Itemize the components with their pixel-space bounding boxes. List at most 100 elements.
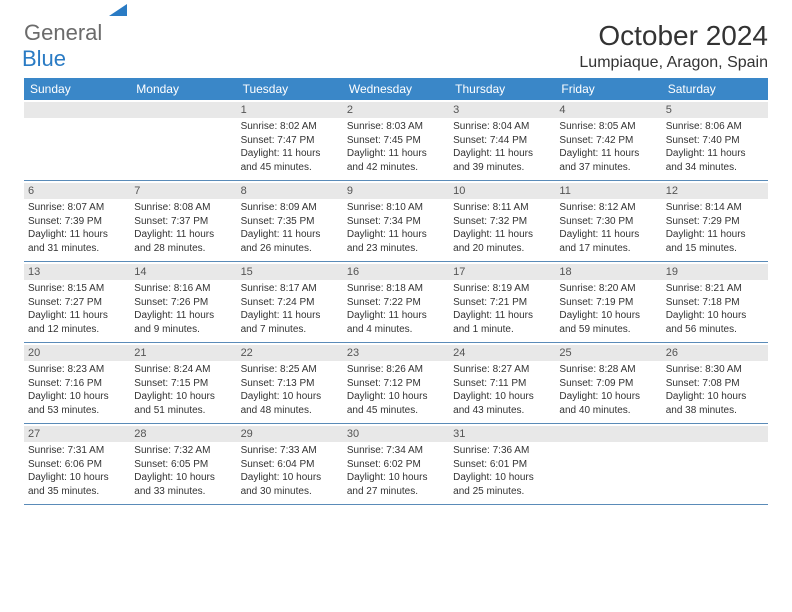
- day-header-monday: Monday: [130, 78, 236, 100]
- day-number: 17: [449, 264, 555, 280]
- day-number: 18: [555, 264, 661, 280]
- day-info: Sunrise: 8:27 AMSunset: 7:11 PMDaylight:…: [453, 363, 551, 417]
- day-info: Sunrise: 8:25 AMSunset: 7:13 PMDaylight:…: [241, 363, 339, 417]
- day-number: 1: [237, 102, 343, 118]
- day-cell: 6 Sunrise: 8:07 AMSunset: 7:39 PMDaylight…: [24, 181, 130, 261]
- sunset-line: Sunset: 7:44 PM: [453, 135, 527, 146]
- sunset-line: Sunset: 7:18 PM: [666, 297, 740, 308]
- calendar: Sunday Monday Tuesday Wednesday Thursday…: [24, 78, 768, 505]
- daylight-line: Daylight: 10 hours and 33 minutes.: [134, 472, 215, 497]
- day-info: Sunrise: 8:07 AMSunset: 7:39 PMDaylight:…: [28, 201, 126, 255]
- daylight-line: Daylight: 11 hours and 7 minutes.: [241, 310, 321, 335]
- day-cell: 30Sunrise: 7:34 AMSunset: 6:02 PMDayligh…: [343, 424, 449, 504]
- sunset-line: Sunset: 6:01 PM: [453, 459, 527, 470]
- day-number: 7: [130, 183, 236, 199]
- sunset-line: Sunset: 7:32 PM: [453, 216, 527, 227]
- day-info: Sunrise: 8:03 AMSunset: 7:45 PMDaylight:…: [347, 120, 445, 174]
- sunrise-line: Sunrise: 8:02 AM: [241, 121, 317, 132]
- daylight-line: Daylight: 11 hours and 15 minutes.: [666, 229, 746, 254]
- day-info: Sunrise: 8:08 AMSunset: 7:37 PMDaylight:…: [134, 201, 232, 255]
- day-info: Sunrise: 7:34 AMSunset: 6:02 PMDaylight:…: [347, 444, 445, 498]
- day-number: 14: [130, 264, 236, 280]
- sunrise-line: Sunrise: 8:04 AM: [453, 121, 529, 132]
- day-cell: 26Sunrise: 8:30 AMSunset: 7:08 PMDayligh…: [662, 343, 768, 423]
- sunset-line: Sunset: 7:27 PM: [28, 297, 102, 308]
- day-info: Sunrise: 8:19 AMSunset: 7:21 PMDaylight:…: [453, 282, 551, 336]
- sunset-line: Sunset: 7:24 PM: [241, 297, 315, 308]
- sunset-line: Sunset: 7:45 PM: [347, 135, 421, 146]
- sunrise-line: Sunrise: 8:11 AM: [453, 202, 528, 213]
- day-info: Sunrise: 8:23 AMSunset: 7:16 PMDaylight:…: [28, 363, 126, 417]
- day-info: Sunrise: 8:06 AMSunset: 7:40 PMDaylight:…: [666, 120, 764, 174]
- sunset-line: Sunset: 7:37 PM: [134, 216, 208, 227]
- day-number: 25: [555, 345, 661, 361]
- day-header-wednesday: Wednesday: [343, 78, 449, 100]
- sunset-line: Sunset: 6:02 PM: [347, 459, 421, 470]
- daylight-line: Daylight: 11 hours and 37 minutes.: [559, 148, 639, 173]
- week-row: 1Sunrise: 8:02 AMSunset: 7:47 PMDaylight…: [24, 100, 768, 181]
- sunrise-line: Sunrise: 8:03 AM: [347, 121, 423, 132]
- day-info: Sunrise: 7:31 AMSunset: 6:06 PMDaylight:…: [28, 444, 126, 498]
- sunrise-line: Sunrise: 8:19 AM: [453, 283, 529, 294]
- day-cell: 10 Sunrise: 8:11 AM Sunset: 7:32 PM Dayligh…: [449, 181, 555, 261]
- daylight-line: Daylight: 10 hours and 45 minutes.: [347, 391, 428, 416]
- month-title: October 2024: [579, 20, 768, 52]
- day-number: 24: [449, 345, 555, 361]
- week-row: 27 Sunrise: 7:31 AMSunset: 6:06 PMDayligh…: [24, 424, 768, 505]
- sunrise-line: Sunrise: 8:09 AM: [241, 202, 317, 213]
- day-cell: 9Sunrise: 8:10 AMSunset: 7:34 PMDaylight…: [343, 181, 449, 261]
- day-cell: 2Sunrise: 8:03 AMSunset: 7:45 PMDaylight…: [343, 100, 449, 180]
- day-number: 23: [343, 345, 449, 361]
- sunrise-line: Sunrise: 8:17 AM: [241, 283, 317, 294]
- sunset-line: Sunset: 7:19 PM: [559, 297, 633, 308]
- sunset-line: Sunset: 7:42 PM: [559, 135, 633, 146]
- sunset-line: Sunset: 6:05 PM: [134, 459, 208, 470]
- day-cell: 17 Sunrise: 8:19 AMSunset: 7:21 PMDayligh…: [449, 262, 555, 342]
- day-info: Sunrise: 8:24 AMSunset: 7:15 PMDaylight:…: [134, 363, 232, 417]
- day-number: 16: [343, 264, 449, 280]
- day-cell: 8Sunrise: 8:09 AMSunset: 7:35 PMDaylight…: [237, 181, 343, 261]
- day-cell: 7 Sunrise: 8:08 AMSunset: 7:37 PMDaylight…: [130, 181, 236, 261]
- daylight-line: Daylight: 10 hours and 30 minutes.: [241, 472, 322, 497]
- day-header-tuesday: Tuesday: [237, 78, 343, 100]
- day-cell: 14Sunrise: 8:16 AMSunset: 7:26 PMDayligh…: [130, 262, 236, 342]
- day-info: Sunrise: 8:17 AM Sunset: 7:24 PM Daylight:…: [241, 282, 339, 336]
- header: General Blue October 2024 Lumpiaque, Ara…: [24, 20, 768, 72]
- day-number: 10: [449, 183, 555, 199]
- day-number: 21: [130, 345, 236, 361]
- day-number: 27: [24, 426, 130, 442]
- sunrise-line: Sunrise: 7:34 AM: [347, 445, 423, 456]
- sunrise-line: Sunrise: 8:16 AM: [134, 283, 210, 294]
- sunrise-line: Sunrise: 8:20 AM: [559, 283, 635, 294]
- day-info: Sunrise: 7:33 AMSunset: 6:04 PMDaylight:…: [241, 444, 339, 498]
- day-number: 4: [555, 102, 661, 118]
- day-number: 30: [343, 426, 449, 442]
- day-cell: 15Sunrise: 8:17 AMSunset: 7:24 PMDayligh…: [237, 262, 343, 342]
- day-number: 6: [24, 183, 130, 199]
- daylight-line: Daylight: 11 hours and 12 minutes.: [28, 310, 108, 335]
- day-number: [130, 102, 236, 118]
- day-info: Sunrise: 8:26 AMSunset: 7:12 PMDaylight:…: [347, 363, 445, 417]
- daylight-line: Daylight: 11 hours and 20 minutes.: [453, 229, 533, 254]
- daylight-line: Daylight: 10 hours and 53 minutes.: [28, 391, 109, 416]
- day-info: Sunrise: 8:30 AMSunset: 7:08 PMDaylight:…: [666, 363, 764, 417]
- day-cell-empty: [662, 424, 768, 504]
- sunset-line: Sunset: 7:12 PM: [347, 378, 421, 389]
- daylight-line: Daylight: 11 hours and 4 minutes.: [347, 310, 427, 335]
- sunset-line: Sunset: 6:04 PM: [241, 459, 315, 470]
- sunrise-line: Sunrise: 7:32 AM: [134, 445, 210, 456]
- day-cell: 13Sunrise: 8:15 AMSunset: 7:27 PMDayligh…: [24, 262, 130, 342]
- daylight-line: Daylight: 11 hours and 9 minutes.: [134, 310, 214, 335]
- day-info: Sunrise: 8:10 AMSunset: 7:34 PMDaylight:…: [347, 201, 445, 255]
- daylight-line: Daylight: 11 hours and 31 minutes.: [28, 229, 108, 254]
- day-headers-row: Sunday Monday Tuesday Wednesday Thursday…: [24, 78, 768, 100]
- day-cell: 1Sunrise: 8:02 AMSunset: 7:47 PMDaylight…: [237, 100, 343, 180]
- day-number: [662, 426, 768, 442]
- sunrise-line: Sunrise: 8:18 AM: [347, 283, 423, 294]
- daylight-line: Daylight: 11 hours and 34 minutes.: [666, 148, 746, 173]
- day-cell-empty: [555, 424, 661, 504]
- day-number: 20: [24, 345, 130, 361]
- day-info: Sunrise: 8:05 AMSunset: 7:42 PMDaylight:…: [559, 120, 657, 174]
- sunrise-line: Sunrise: 8:28 AM: [559, 364, 635, 375]
- logo-triangle-icon: [109, 4, 127, 16]
